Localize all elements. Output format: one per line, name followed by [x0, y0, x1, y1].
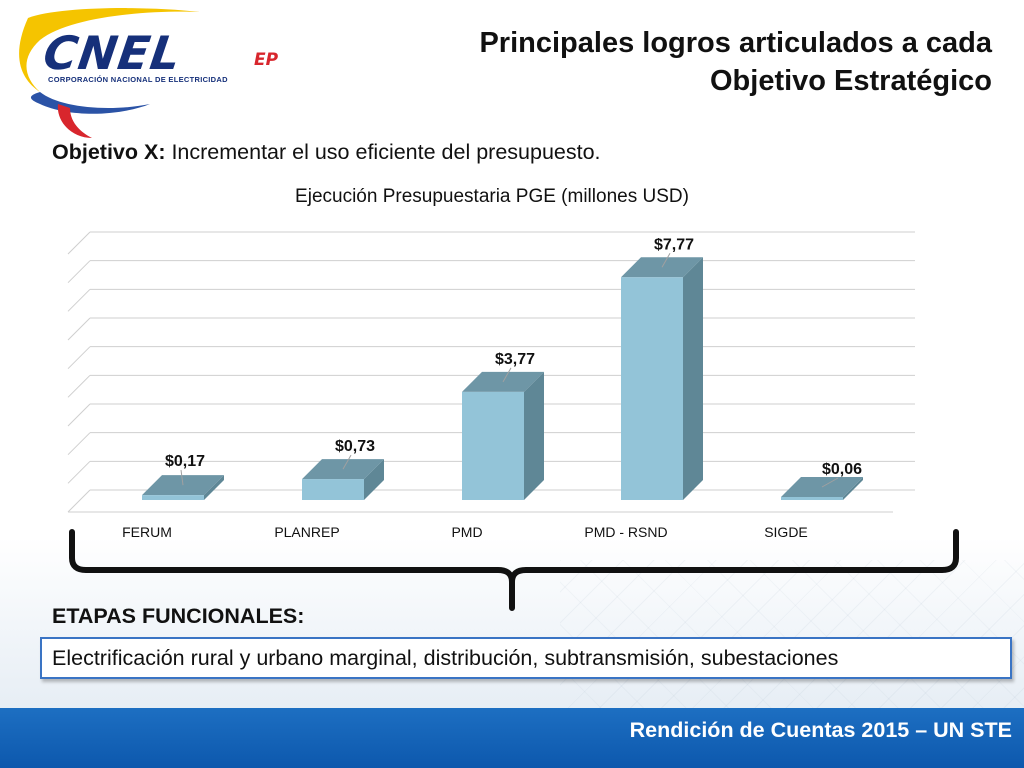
bar [462, 391, 524, 500]
gridline-side [67, 346, 91, 370]
slide-title-line-1: Principales logros articulados a cada [479, 27, 992, 59]
data-label: $0,06 [822, 461, 862, 478]
gridline-side [67, 317, 91, 341]
footer-text: Rendición de Cuentas 2015 – UN STE [629, 718, 1012, 742]
data-label-leader [661, 253, 671, 268]
chart-title: Ejecución Presupuestaria PGE (millones U… [295, 186, 689, 207]
bar [302, 479, 364, 500]
gridline-side [67, 460, 91, 484]
bar-side [843, 477, 863, 500]
data-label: $0,73 [335, 438, 375, 455]
cnel-logo: CNEL EP CORPORACIÓN NACIONAL DE ELECTRIC… [0, 0, 300, 140]
data-label: $0,17 [165, 453, 205, 470]
objective-text: Incrementar el uso eficiente del presupu… [165, 140, 601, 164]
data-label-leader [342, 454, 352, 470]
data-label-leader [502, 367, 512, 383]
curly-brace-path [69, 529, 959, 611]
etapas-label: ETAPAS FUNCIONALES: [52, 604, 305, 628]
footer-bar: Rendición de Cuentas 2015 – UN STE [0, 708, 1024, 768]
gridline-side [67, 432, 91, 456]
category-label: PLANREP [274, 524, 339, 540]
gridline-side [67, 288, 91, 312]
bar-side [683, 257, 703, 500]
logo-suffix: EP [254, 50, 279, 70]
etapas-box: Electrificación rural y urbano marginal,… [40, 637, 1012, 679]
category-label: FERUM [122, 524, 172, 540]
gridline-side [67, 260, 91, 284]
gridline-side [67, 231, 91, 255]
bar-side [204, 475, 224, 500]
curly-brace [69, 529, 959, 611]
category-label: SIGDE [764, 524, 808, 540]
data-label-leader [180, 469, 184, 486]
gridline-side [67, 489, 91, 513]
logo-swoosh-graphic [19, 8, 201, 138]
data-label: $3,77 [495, 351, 535, 368]
bar [781, 497, 843, 500]
gridline-side [67, 374, 91, 398]
data-label: $7,77 [654, 236, 694, 253]
objective-label: Objetivo X: [52, 140, 166, 164]
logo-subtitle: CORPORACIÓN NACIONAL DE ELECTRICIDAD [48, 75, 228, 84]
bar [142, 495, 204, 500]
gridline-side [67, 403, 91, 427]
bar-side [524, 371, 544, 500]
objective-line: Objetivo X: Incrementar el uso eficiente… [52, 140, 601, 165]
data-label-leader [821, 477, 839, 488]
slide-title: Principales logros articulados a cada Ob… [352, 24, 992, 100]
category-label: PMD [451, 524, 482, 540]
bar [621, 277, 683, 500]
bar-side [364, 459, 384, 500]
category-label: PMD - RSND [584, 524, 667, 540]
bar-chart: $0,17 FERUM $0,73 PLANREP $3,77 PMD $7,77 PMD -… [67, 231, 915, 540]
slide-title-line-2: Objetivo Estratégico [709, 65, 992, 97]
etapas-text: Electrificación rural y urbano marginal,… [52, 646, 839, 670]
